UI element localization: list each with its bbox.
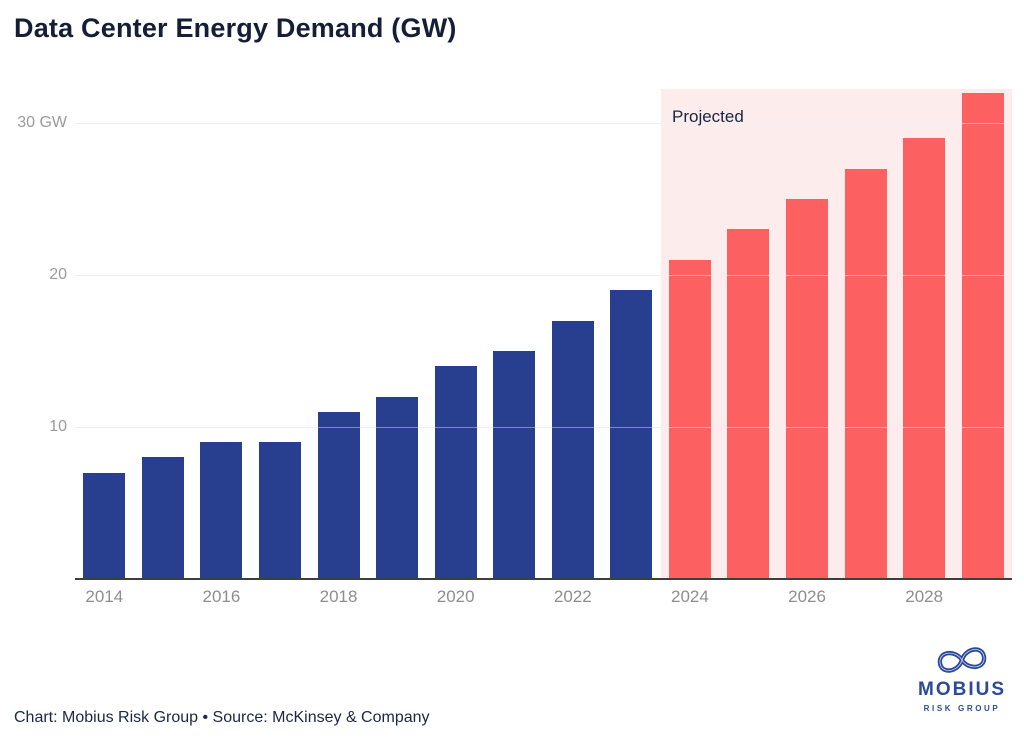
bar-2028 (903, 138, 946, 579)
gridline-10 (75, 426, 1012, 428)
bar-2016 (200, 442, 243, 579)
bar-2015 (141, 457, 184, 579)
bar-2023 (610, 290, 653, 579)
bar-2027 (844, 168, 887, 579)
x-axis-line (75, 578, 1012, 580)
attribution: Chart: Mobius Risk Group • Source: McKin… (14, 709, 430, 726)
bar-2017 (258, 442, 301, 579)
x-tick-label-2014: 2014 (85, 587, 124, 606)
gridline-20 (75, 274, 1012, 276)
bar-2024 (668, 259, 711, 579)
bar-2022 (551, 320, 594, 579)
bar-2019 (376, 396, 419, 579)
y-tick-label-10: 10 (49, 418, 67, 435)
bar-2025 (727, 229, 770, 579)
bar-2026 (786, 199, 829, 579)
bar-2029 (961, 92, 1004, 579)
bar-2018 (317, 411, 360, 579)
x-tick-label-2028: 2028 (905, 587, 944, 606)
x-tick-label-2018: 2018 (319, 587, 358, 606)
bar-2021 (493, 351, 536, 579)
x-tick-label-2020: 2020 (436, 587, 475, 606)
mobius-logo: MOBIUS RISK GROUP (900, 644, 1024, 713)
gridline-overlay-10 (75, 426, 1012, 428)
logo-name: MOBIUS (918, 679, 1006, 700)
x-tick-label-2016: 2016 (202, 587, 241, 606)
x-tick-label-2026: 2026 (788, 587, 826, 606)
gridline-30 (75, 122, 1012, 124)
y-tick-label-20: 20 (49, 266, 67, 283)
x-tick-label-2022: 2022 (553, 587, 592, 606)
infinity-icon (937, 647, 987, 673)
x-tick-label-2024: 2024 (670, 587, 709, 606)
chart-title: Data Center Energy Demand (GW) (14, 13, 457, 43)
logo-subtitle: RISK GROUP (923, 704, 1001, 713)
bar-2014 (83, 472, 126, 579)
gridline-overlay-20 (75, 274, 1012, 276)
projected-label: Projected (672, 107, 744, 126)
gridline-overlay-30 (75, 122, 1012, 124)
projected-region (660, 89, 1012, 578)
bar-2020 (434, 366, 477, 579)
y-tick-label-30: 30 GW (17, 114, 67, 131)
